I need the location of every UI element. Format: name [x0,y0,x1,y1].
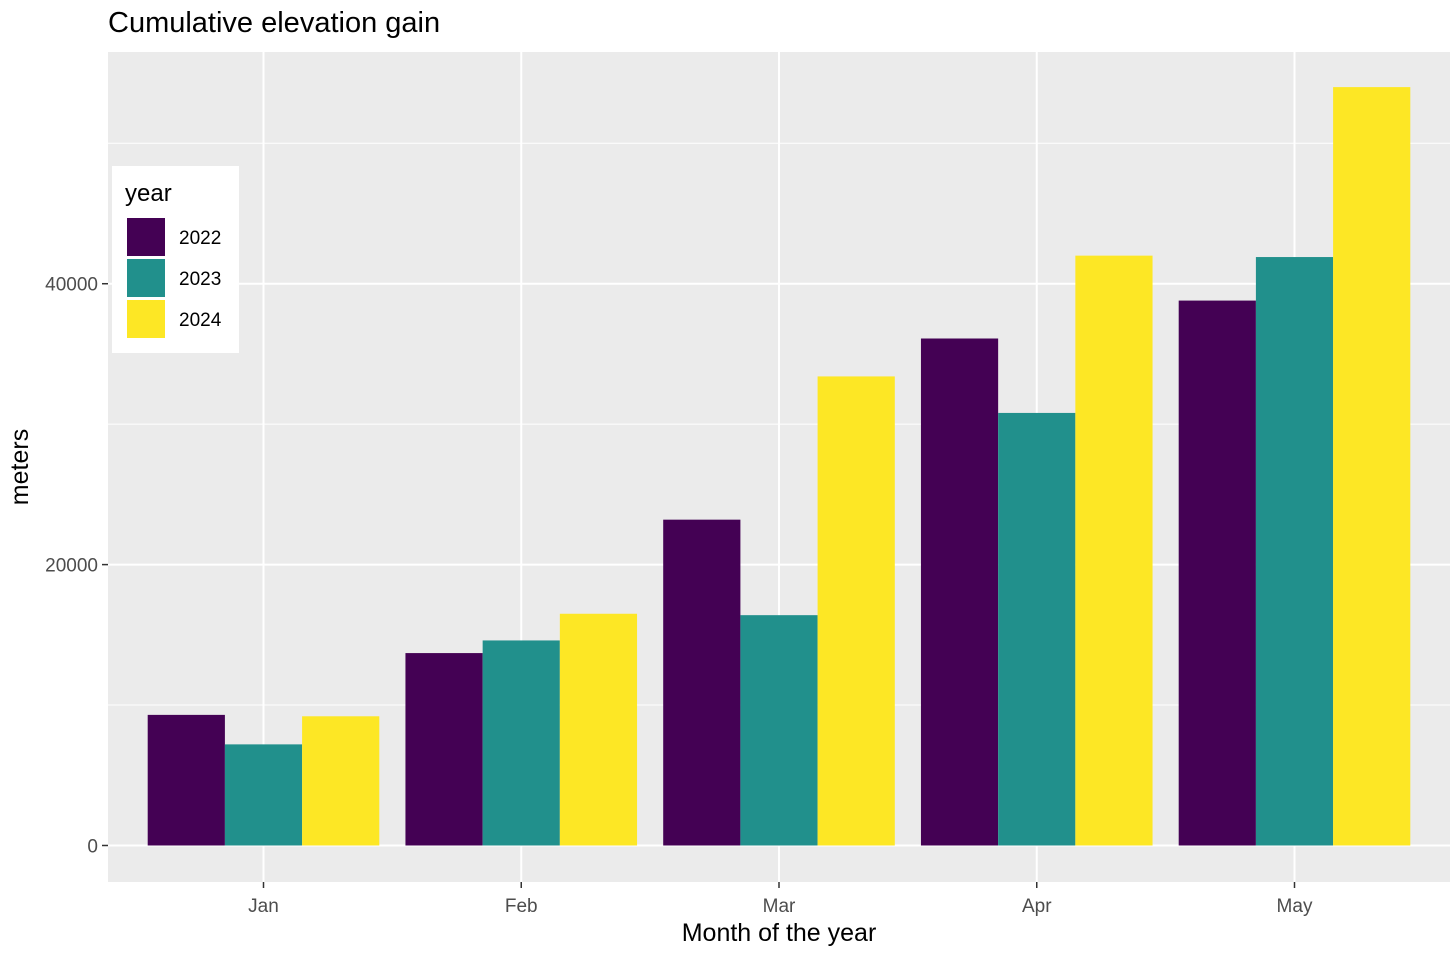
bar-feb-2022 [405,653,483,846]
legend-key-2022 [127,218,165,256]
bar-may-2022 [1178,300,1256,846]
x-tick-label: Apr [1022,896,1052,917]
x-axis-title: Month of the year [682,919,877,947]
bar-jan-2022 [147,714,225,846]
bar-mar-2022 [663,519,741,846]
bars-group [147,87,1411,846]
y-tick-label: 20000 [45,556,98,577]
bar-feb-2023 [482,640,560,846]
bar-apr-2022 [920,338,999,846]
x-axis: Jan Feb Mar Apr May [248,882,1313,917]
legend-label-2023: 2023 [179,269,221,290]
bar-feb-2024 [559,613,638,846]
x-tick-label: Jan [248,896,279,917]
x-tick-label: Mar [763,896,796,917]
y-axis-title: meters [6,429,34,505]
legend-entries: 2022 2023 2024 [127,218,222,338]
legend-title: year [125,180,172,207]
y-tick-label: 0 [87,836,98,857]
bar-mar-2023 [740,615,818,846]
bar-may-2024 [1333,87,1411,846]
legend-key-2024 [127,300,165,338]
legend: year 2022 2023 2024 [112,166,239,353]
x-tick-label: Feb [505,896,538,917]
legend-label-2024: 2024 [179,310,222,331]
legend-label-2022: 2022 [179,228,221,249]
bar-may-2023 [1255,257,1334,846]
legend-key-2023 [127,259,165,297]
y-tick-label: 40000 [45,275,98,296]
bar-apr-2023 [998,412,1076,846]
bar-apr-2024 [1075,255,1153,846]
bar-jan-2023 [224,744,303,846]
y-axis: 0 20000 40000 [45,275,108,857]
chart-title: Cumulative elevation gain [108,7,440,39]
x-tick-label: May [1277,896,1313,917]
bar-mar-2024 [817,376,895,846]
bar-jan-2024 [302,716,380,846]
